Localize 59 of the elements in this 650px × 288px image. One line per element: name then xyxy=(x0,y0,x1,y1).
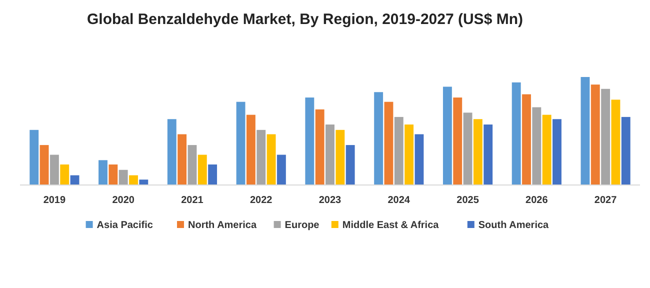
x-tick-label: 2023 xyxy=(318,195,342,206)
bar xyxy=(60,164,70,185)
bar xyxy=(473,119,482,185)
x-tick-label: 2021 xyxy=(181,195,204,206)
x-tick-label: 2019 xyxy=(43,195,66,206)
bar xyxy=(442,86,452,185)
legend-label: Europe xyxy=(284,220,320,231)
bar xyxy=(414,134,424,185)
bar xyxy=(512,82,521,185)
bar xyxy=(532,107,542,185)
bar xyxy=(463,112,472,185)
bar xyxy=(315,109,324,185)
bar xyxy=(374,92,384,185)
bar xyxy=(621,116,630,185)
bar xyxy=(108,164,118,185)
chart-title: Global Benzaldehyde Market, By Region, 2019-2027 (US$ Mn) xyxy=(87,11,523,28)
bar xyxy=(453,98,462,185)
bar xyxy=(167,119,176,185)
bar xyxy=(384,102,394,185)
legend-label: South America xyxy=(478,220,550,231)
legend-label: Middle East & Africa xyxy=(342,220,440,231)
bar xyxy=(266,134,276,185)
bar xyxy=(542,114,552,185)
bar xyxy=(552,119,562,185)
bar xyxy=(40,145,49,185)
bar xyxy=(590,84,600,185)
bar xyxy=(50,154,59,185)
x-tick-label: 2025 xyxy=(456,195,480,206)
legend-label: North America xyxy=(188,220,257,231)
bar xyxy=(118,170,128,185)
x-tick-label: 2022 xyxy=(250,195,273,206)
bar xyxy=(246,114,256,185)
bar xyxy=(484,124,493,185)
bar xyxy=(611,100,620,185)
bar xyxy=(208,164,218,185)
bar xyxy=(346,145,355,185)
bar xyxy=(404,124,414,185)
bar xyxy=(601,88,610,185)
bar xyxy=(198,154,207,185)
bar xyxy=(336,130,345,185)
x-tick-label: 2020 xyxy=(112,195,135,206)
bar xyxy=(276,154,286,185)
bar xyxy=(98,160,108,185)
bar xyxy=(394,116,404,185)
x-tick-label: 2027 xyxy=(594,195,618,206)
bar xyxy=(178,134,187,185)
bar xyxy=(305,98,314,185)
bar xyxy=(522,94,531,185)
x-tick-label: 2024 xyxy=(388,195,410,206)
bar xyxy=(139,180,148,185)
bar xyxy=(326,124,334,185)
bar xyxy=(236,102,246,185)
bar xyxy=(580,77,590,185)
bar xyxy=(129,175,138,185)
x-tick-label: 2026 xyxy=(526,195,548,206)
legend-label: Asia Pacific xyxy=(96,220,154,231)
bar xyxy=(30,130,39,185)
bar xyxy=(188,145,197,185)
bar xyxy=(256,130,266,185)
